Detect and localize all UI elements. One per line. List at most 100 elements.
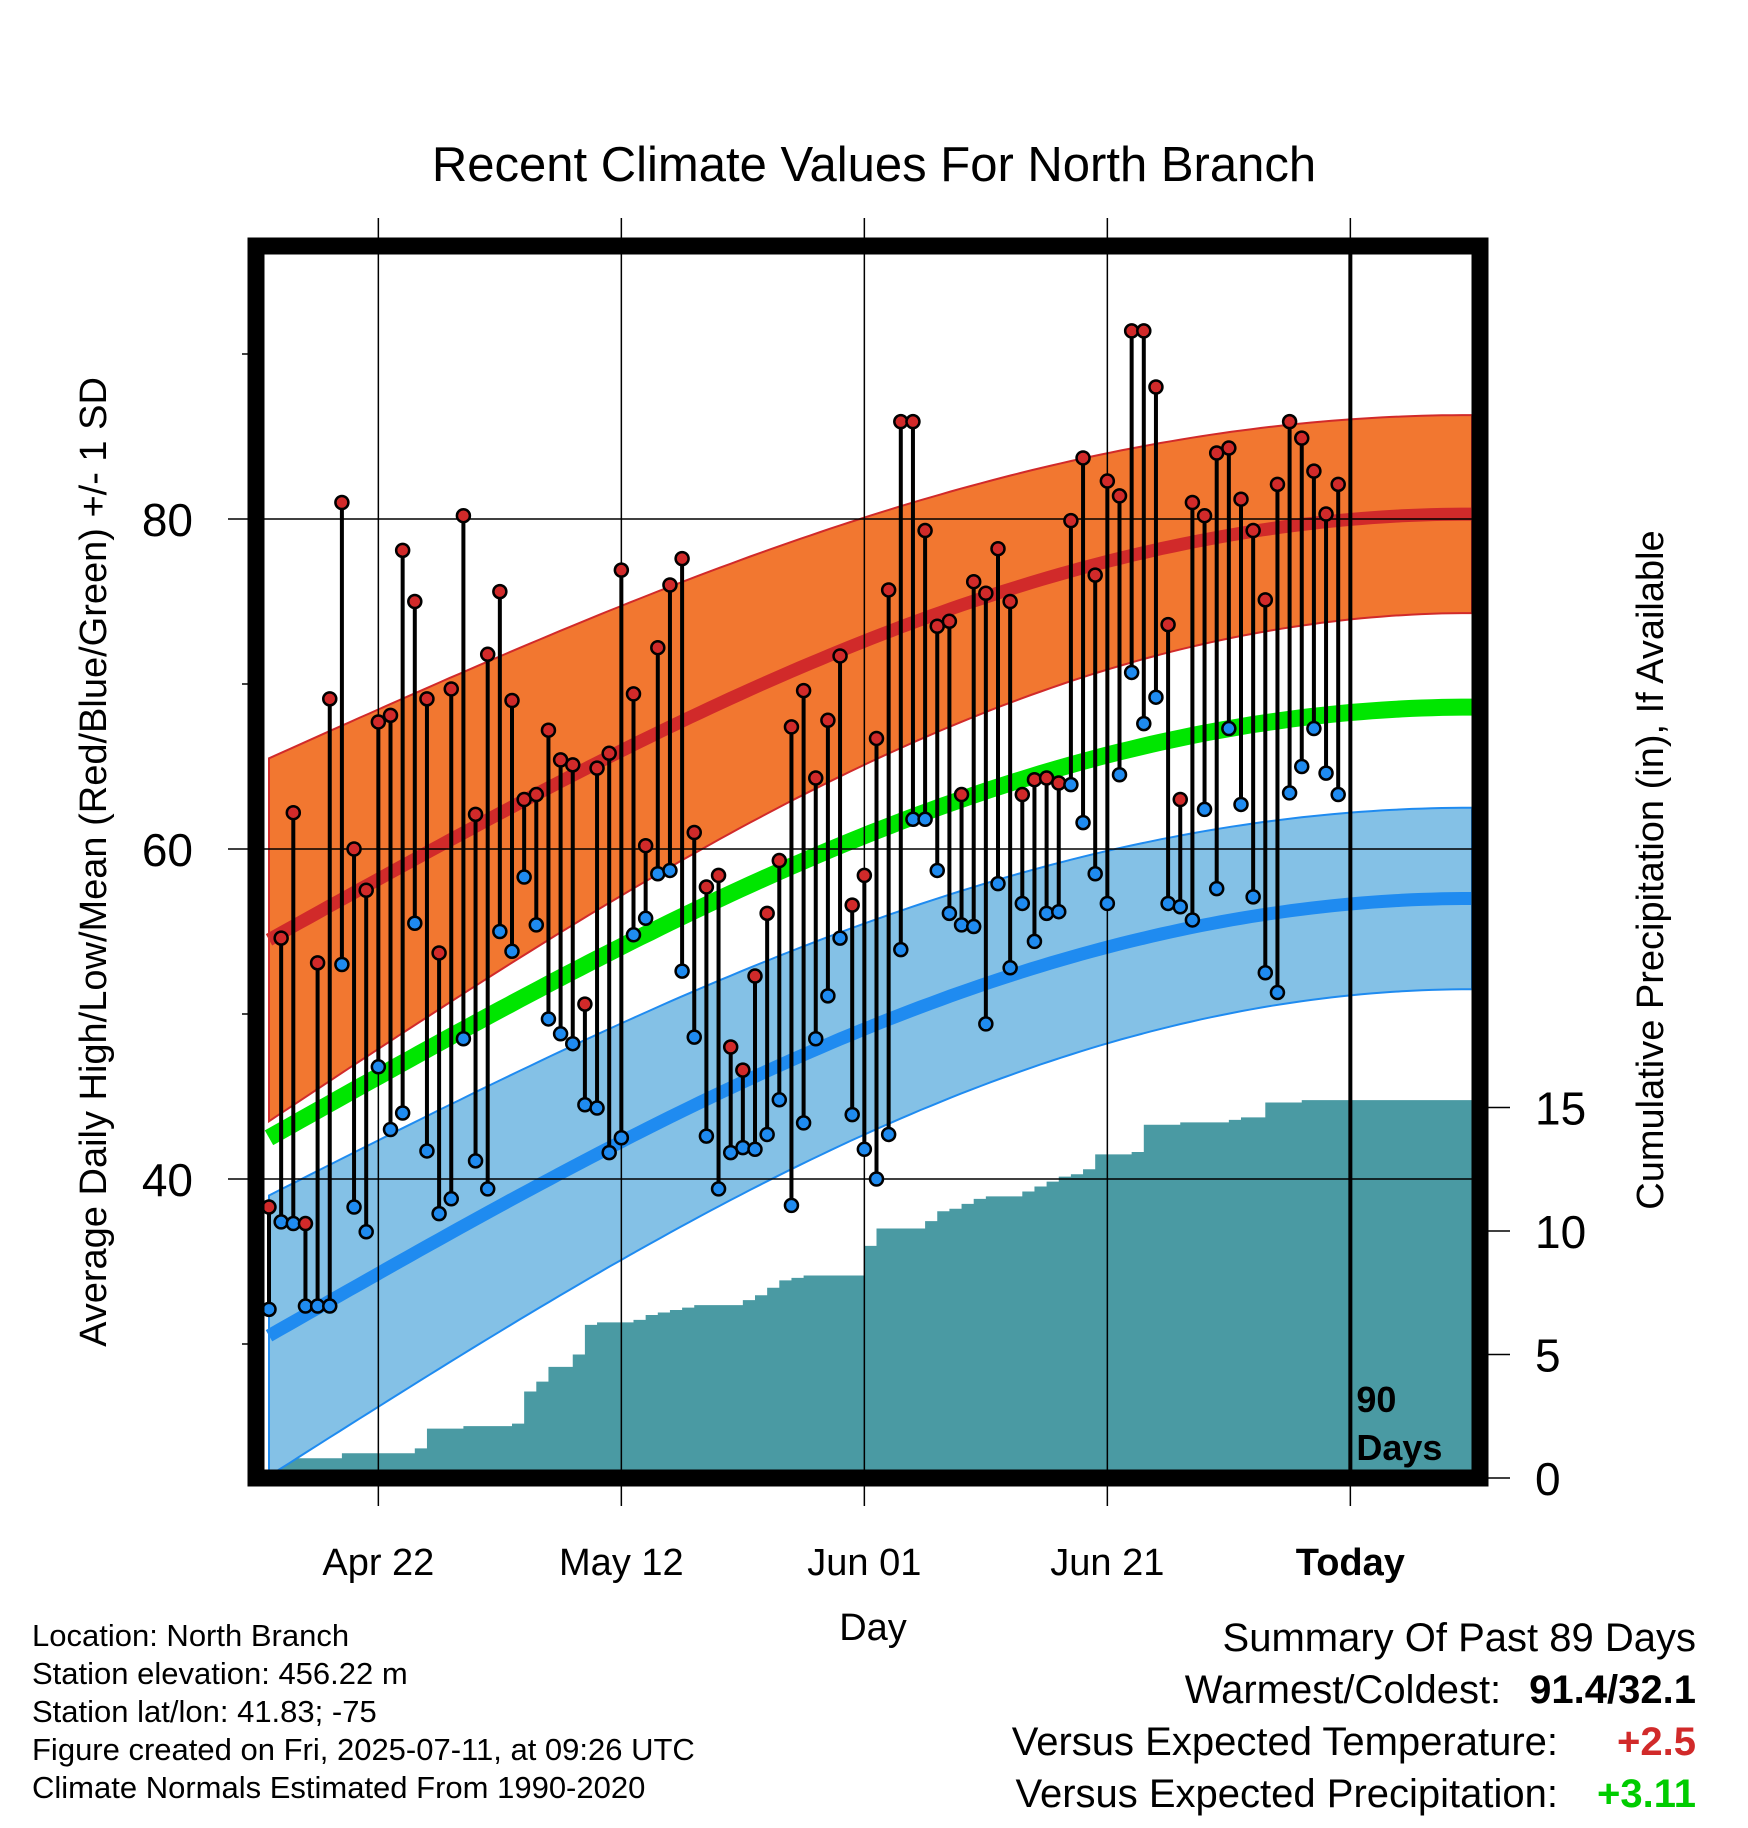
station-elevation: Station elevation: 456.22 m <box>32 1656 408 1691</box>
summary-panel: Summary Of Past 89 Days Warmest/Coldest:… <box>1012 1612 1696 1820</box>
low-point <box>795 1115 812 1131</box>
high-point <box>674 550 690 567</box>
high-point <box>856 867 873 884</box>
low-point <box>467 1153 484 1169</box>
low-point <box>917 811 933 828</box>
high-point <box>528 786 545 803</box>
high-point <box>613 562 630 578</box>
low-point <box>1136 715 1152 732</box>
low-point <box>965 918 982 935</box>
y-axis-label-left: Average Daily High/Low/Mean (Red/Blue/Gr… <box>73 377 115 1347</box>
low-point <box>552 1026 569 1042</box>
low-point <box>1099 895 1116 912</box>
low-point <box>565 1035 581 1052</box>
y-tick-label-right: 5 <box>1535 1330 1561 1382</box>
mean-high-line <box>265 507 1472 946</box>
low-point <box>674 963 690 979</box>
axes-layer: 90 Days Apr 22 May 12 Jun 01 Jun 21 Today Day 40… <box>73 218 1672 1649</box>
x-tick-label: May 12 <box>559 1542 684 1584</box>
x-tick-label: Apr 22 <box>322 1542 434 1584</box>
low-point <box>370 1059 387 1075</box>
high-point <box>832 648 848 664</box>
low-point <box>698 1128 715 1144</box>
high-point <box>407 593 423 610</box>
summary-temperature: Versus Expected Temperature: +2.5 <box>1012 1716 1696 1768</box>
low-point <box>1233 796 1249 813</box>
temp-label: Versus Expected Temperature: <box>1011 1720 1558 1764</box>
low-point <box>516 869 532 885</box>
low-point <box>893 941 909 958</box>
high-point <box>698 879 715 895</box>
high-point <box>1196 507 1213 524</box>
low-point <box>941 905 958 922</box>
high-point <box>953 786 970 803</box>
today-label-line1: 90 <box>1356 1379 1396 1420</box>
high-point <box>1111 488 1128 504</box>
y-tick-label-right: 0 <box>1535 1453 1561 1505</box>
low-point <box>394 1105 411 1121</box>
low-point <box>504 943 520 960</box>
high-point <box>965 573 982 590</box>
high-point <box>455 507 472 524</box>
high-point <box>637 837 654 854</box>
high-point <box>540 722 557 738</box>
y-tick-label-right: 10 <box>1535 1206 1586 1258</box>
low-point <box>1221 720 1237 737</box>
low-point <box>492 923 508 940</box>
high-point <box>1318 506 1334 522</box>
high-point <box>710 867 727 884</box>
mean-avg-line <box>264 698 1472 1146</box>
low-point <box>382 1121 399 1138</box>
temp-value: +2.5 <box>1617 1720 1696 1764</box>
low-point <box>686 1029 702 1045</box>
high-point <box>443 681 459 697</box>
low-point <box>528 917 545 933</box>
high-point <box>1245 522 1261 539</box>
low-point <box>613 1130 630 1146</box>
low-point <box>637 910 654 927</box>
low-point <box>808 1031 824 1047</box>
high-point <box>370 714 387 730</box>
low-point <box>540 1011 557 1027</box>
low-point <box>1306 720 1322 737</box>
low-point <box>358 1224 374 1240</box>
high-point <box>346 841 362 857</box>
high-point <box>1172 791 1188 808</box>
y-tick-label-right: 15 <box>1535 1083 1586 1135</box>
low-point <box>346 1199 362 1215</box>
low-point <box>1330 786 1346 803</box>
low-point <box>443 1191 459 1207</box>
high-point <box>1184 494 1201 511</box>
high-point <box>504 692 520 709</box>
high-point <box>1160 616 1176 633</box>
low-point <box>273 1214 289 1230</box>
high-point <box>735 1062 751 1078</box>
x-tick-label: Jun 21 <box>1050 1542 1164 1584</box>
low-point <box>1148 689 1164 705</box>
high-point <box>1075 450 1091 466</box>
low-point <box>747 1141 763 1158</box>
high-point <box>601 745 617 762</box>
high-point <box>358 882 374 898</box>
low-point <box>1123 664 1140 681</box>
low-point <box>601 1144 617 1161</box>
high-point <box>905 413 921 430</box>
high-point <box>1269 476 1286 493</box>
precip-label: Versus Expected Precipitation: <box>1015 1772 1558 1816</box>
high-point <box>1257 592 1274 608</box>
high-point <box>1099 473 1116 489</box>
high-point <box>1233 491 1249 507</box>
high-point <box>1294 430 1310 446</box>
high-point <box>382 707 399 724</box>
low-point <box>978 1016 994 1032</box>
low-point <box>820 988 836 1004</box>
low-point <box>1038 905 1055 922</box>
low-point <box>322 1298 338 1314</box>
low-point <box>771 1092 788 1108</box>
figure-created: Figure created on Fri, 2025-07-11, at 09… <box>32 1732 695 1767</box>
high-point <box>844 897 860 913</box>
low-point <box>844 1106 860 1123</box>
high-point <box>686 824 702 841</box>
low-point <box>1063 776 1079 793</box>
low-point <box>1184 912 1201 928</box>
